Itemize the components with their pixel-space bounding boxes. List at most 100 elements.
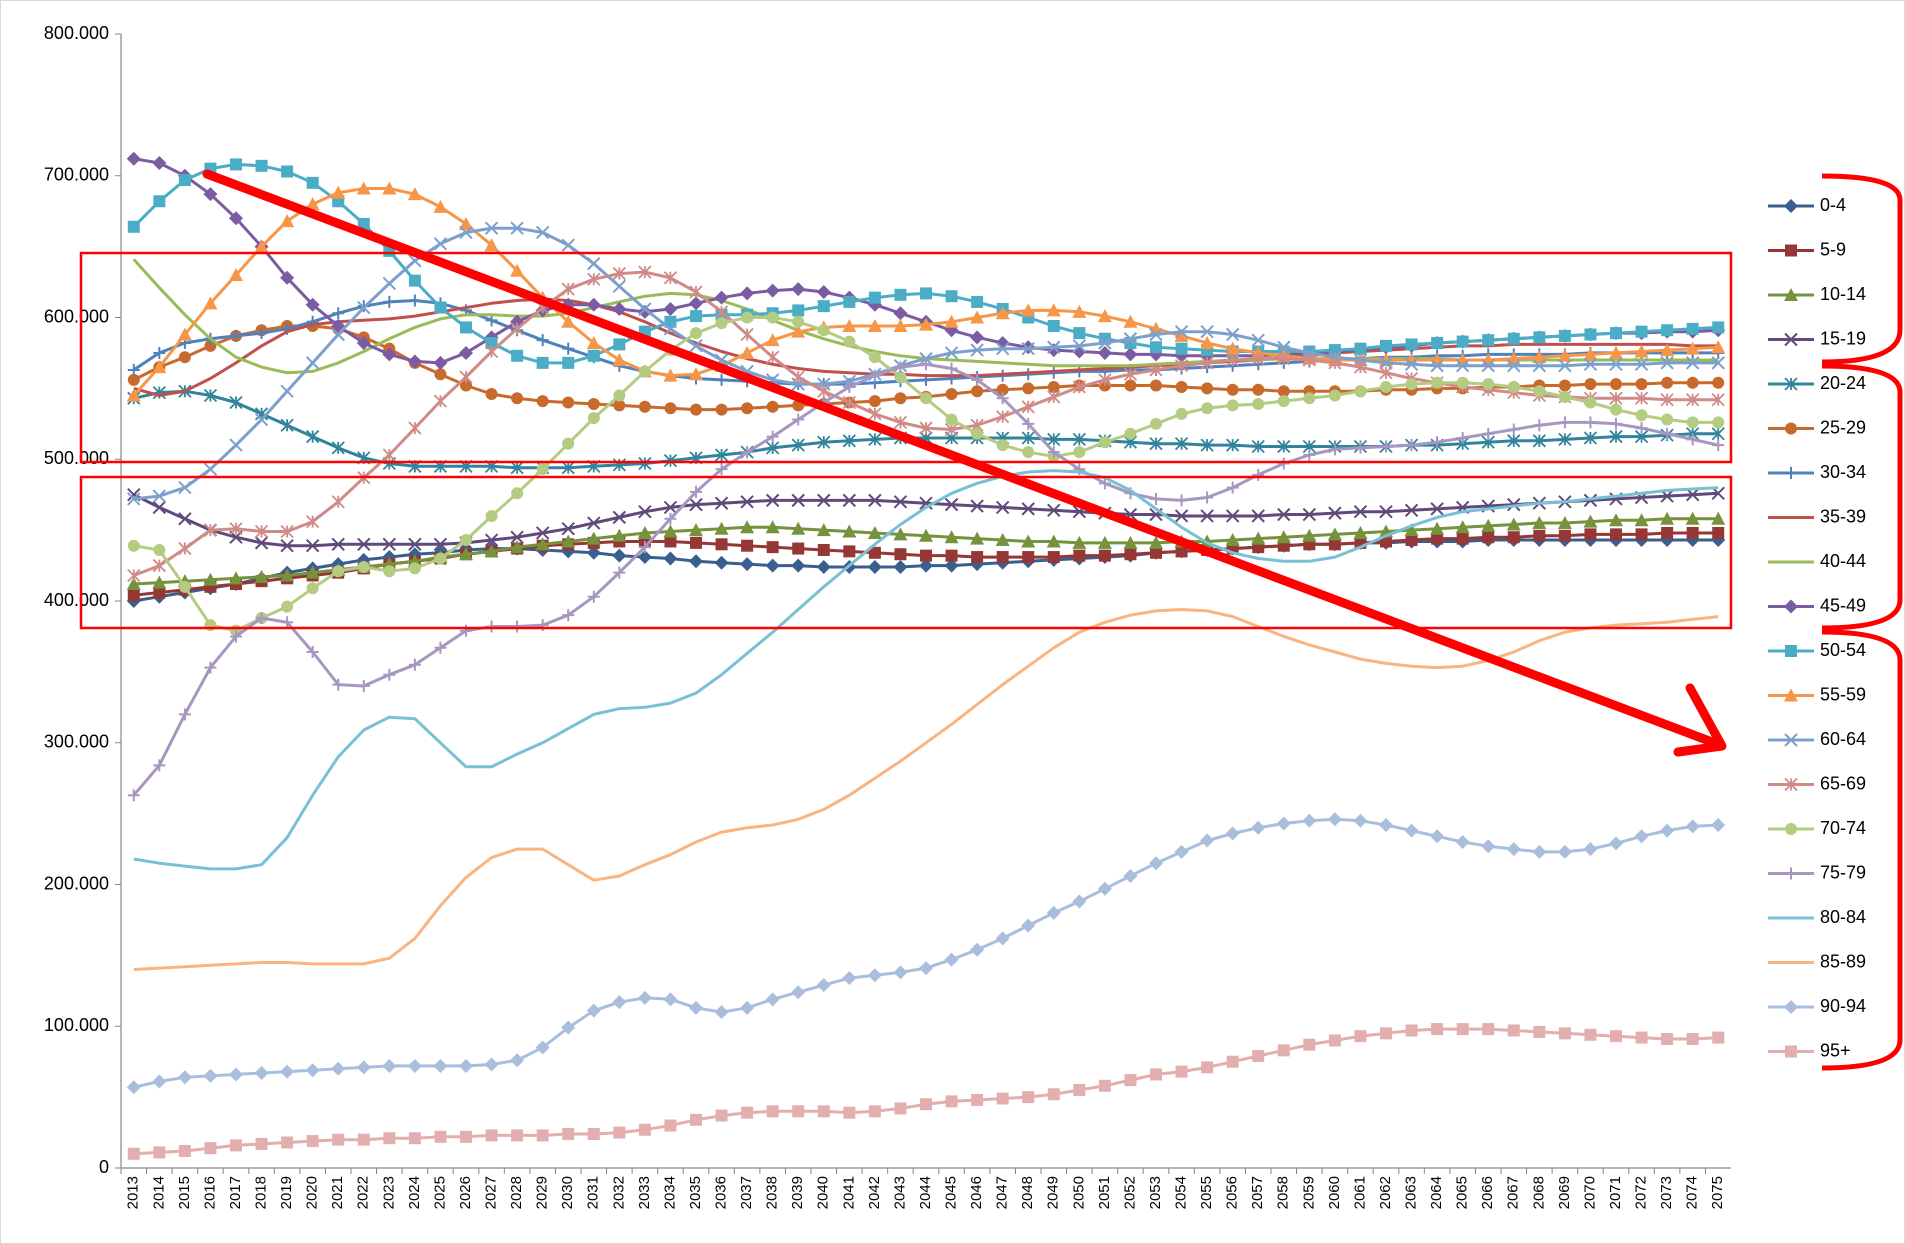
- marker: [305, 565, 320, 579]
- marker: [817, 435, 831, 449]
- marker: [817, 324, 830, 337]
- marker: [305, 1063, 320, 1078]
- marker: [1481, 518, 1496, 532]
- marker: [714, 305, 729, 319]
- marker: [740, 520, 755, 534]
- marker: [970, 531, 985, 545]
- marker: [1686, 322, 1699, 335]
- marker: [1785, 823, 1797, 835]
- marker: [254, 239, 269, 253]
- marker: [587, 516, 601, 530]
- marker: [1123, 868, 1138, 883]
- marker: [638, 400, 651, 413]
- marker: [1379, 356, 1393, 370]
- marker: [1784, 288, 1798, 301]
- marker: [1277, 340, 1291, 354]
- marker: [893, 527, 908, 541]
- bracket: [1821, 629, 1903, 1071]
- marker: [1200, 509, 1214, 523]
- legend-item: 60-64: [1768, 729, 1866, 749]
- marker: [638, 365, 651, 378]
- legend-item: 90-94: [1768, 996, 1866, 1016]
- y-tick-label: 600.000: [44, 306, 109, 326]
- marker: [152, 1074, 167, 1089]
- legend-label: 90-94: [1820, 996, 1866, 1016]
- marker: [587, 256, 601, 271]
- marker: [204, 619, 217, 632]
- marker: [1251, 820, 1266, 835]
- marker: [1685, 356, 1700, 370]
- legend-item: 25-29: [1768, 417, 1866, 437]
- marker: [484, 221, 499, 235]
- x-tick-label: 2045: [943, 1176, 960, 1209]
- marker: [433, 355, 448, 370]
- marker: [867, 559, 882, 574]
- marker: [689, 523, 703, 537]
- marker: [1584, 328, 1597, 341]
- marker: [1456, 431, 1469, 444]
- marker: [1711, 340, 1726, 354]
- legend-label: 10-14: [1820, 284, 1866, 304]
- marker: [868, 432, 882, 447]
- marker: [586, 545, 601, 560]
- marker: [1532, 358, 1547, 373]
- marker: [1097, 345, 1112, 360]
- marker: [1277, 507, 1291, 522]
- marker: [893, 415, 908, 430]
- marker: [357, 537, 371, 552]
- marker: [1661, 526, 1674, 539]
- x-tick-label: 2042: [866, 1176, 883, 1209]
- marker: [230, 630, 242, 643]
- marker: [1634, 513, 1649, 527]
- marker: [511, 1129, 524, 1142]
- marker: [919, 317, 933, 331]
- marker: [1405, 1024, 1418, 1037]
- marker: [1021, 534, 1036, 548]
- marker: [1635, 422, 1648, 435]
- marker: [766, 400, 779, 413]
- marker: [791, 985, 806, 1000]
- marker: [1353, 360, 1368, 374]
- marker: [331, 1061, 346, 1076]
- marker: [1507, 423, 1520, 436]
- marker: [229, 571, 243, 585]
- marker: [613, 338, 626, 351]
- marker: [1047, 320, 1060, 333]
- marker: [663, 454, 678, 468]
- marker: [1174, 359, 1189, 373]
- marker: [612, 510, 627, 525]
- marker: [203, 388, 218, 403]
- marker: [1784, 332, 1798, 347]
- marker: [1124, 1074, 1137, 1087]
- marker: [153, 586, 166, 599]
- marker: [1661, 427, 1674, 440]
- x-tick-label: 2061: [1351, 1176, 1368, 1209]
- marker: [1380, 1027, 1392, 1040]
- marker: [152, 489, 167, 503]
- legend-item: 75-79: [1768, 862, 1866, 882]
- marker: [1785, 422, 1797, 435]
- marker: [944, 497, 959, 512]
- marker: [535, 526, 550, 540]
- marker: [893, 306, 908, 321]
- marker: [1072, 894, 1087, 909]
- marker: [995, 500, 1010, 515]
- x-tick-label: 2050: [1070, 1176, 1087, 1209]
- marker: [383, 565, 396, 578]
- legend-label: 80-84: [1820, 907, 1866, 927]
- marker: [690, 327, 702, 340]
- marker: [1784, 599, 1798, 614]
- marker: [229, 395, 243, 410]
- marker: [127, 220, 140, 233]
- legend-label: 0-4: [1820, 195, 1846, 215]
- marker: [1685, 511, 1700, 525]
- x-tick-label: 2056: [1224, 1176, 1241, 1209]
- marker: [996, 383, 1009, 396]
- marker: [1584, 378, 1597, 391]
- marker: [791, 558, 806, 573]
- x-tick-label: 2068: [1530, 1176, 1547, 1209]
- legend-item: 55-59: [1768, 684, 1866, 704]
- marker: [1175, 342, 1188, 355]
- marker: [126, 151, 141, 166]
- marker: [1276, 530, 1291, 544]
